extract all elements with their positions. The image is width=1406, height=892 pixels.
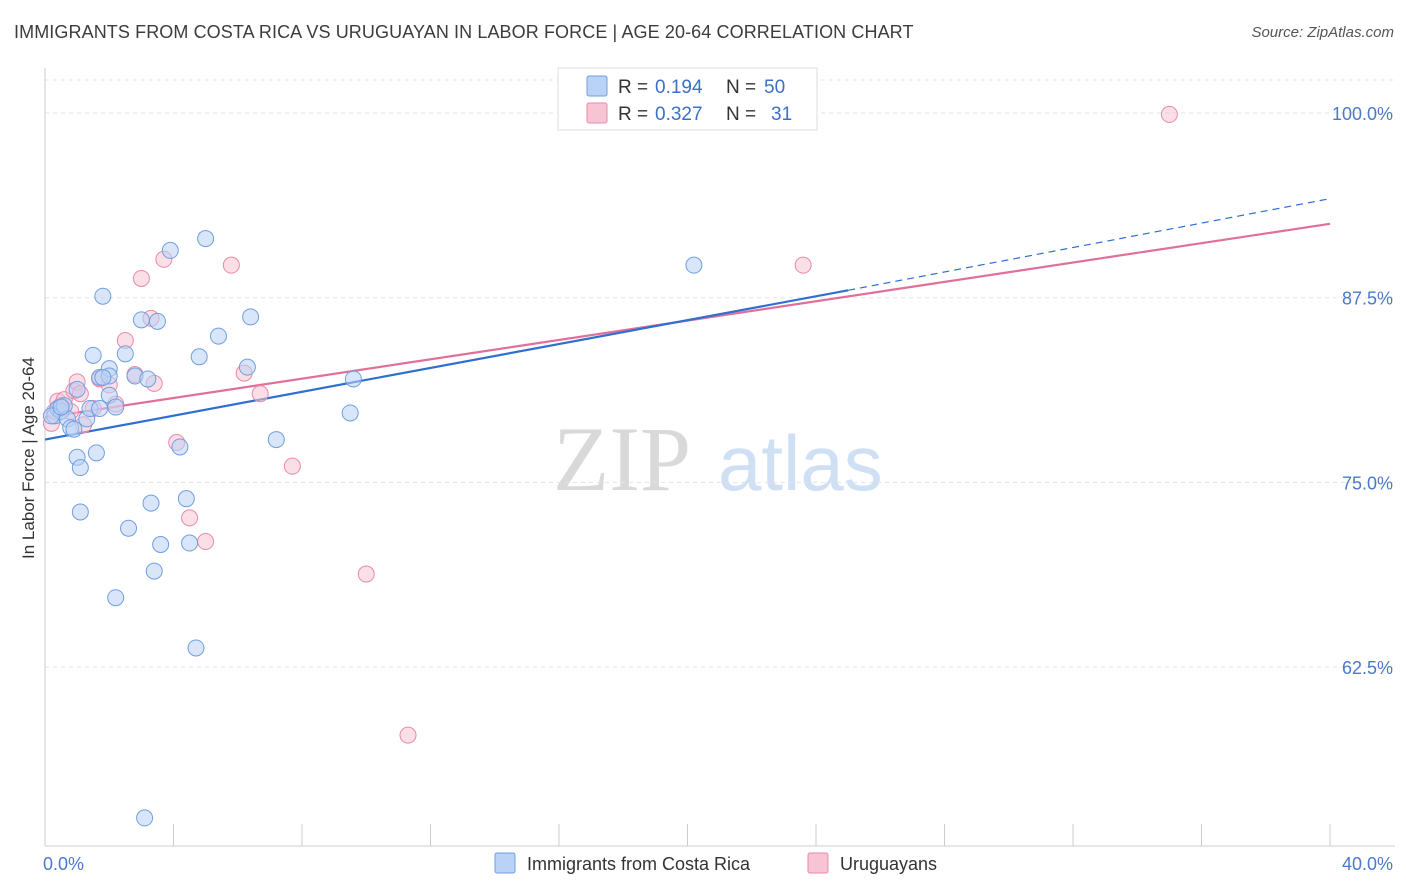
point-costa-rica [242,308,260,326]
point-costa-rica [139,370,157,388]
x-tick-label: 40.0% [1342,854,1393,874]
point-costa-rica [136,809,154,827]
point-costa-rica [341,404,359,422]
point-costa-rica [94,368,112,386]
point-costa-rica [65,420,83,438]
bottom-legend-swatch-uruguayans [807,852,829,874]
point-uruguayans [399,726,417,744]
point-uruguayans [794,256,812,274]
legend-r-label-2: R = [618,104,648,125]
legend-n-label-1: N = [726,77,756,98]
point-costa-rica [685,256,703,274]
point-costa-rica [145,562,163,580]
watermark: ZIP atlas [553,408,883,510]
axes [44,68,1395,847]
top-legend: R = 0.194 N = 50 R = 0.327 N = 31 [557,67,818,131]
x-tick-label: 0.0% [43,854,84,874]
legend-swatch-uruguayans [586,102,608,124]
point-uruguayans [132,269,150,287]
point-costa-rica [177,490,195,508]
point-costa-rica [87,444,105,462]
point-costa-rica [107,589,125,607]
point-costa-rica [142,494,160,512]
trend-lines [44,198,1331,441]
chart-title: IMMIGRANTS FROM COSTA RICA VS URUGUAYAN … [14,22,914,42]
tick-labels: 62.5% 75.0% 87.5% 100.0% 0.0% 40.0% [43,104,1393,874]
point-uruguayans [222,256,240,274]
data-points [42,105,1178,827]
bottom-legend: Immigrants from Costa Rica Uruguayans [494,852,937,874]
point-costa-rica [187,639,205,657]
point-costa-rica [120,519,138,537]
point-costa-rica [132,311,150,329]
point-costa-rica [209,327,227,345]
legend-r-value-2: 0.327 [655,104,703,125]
point-costa-rica [152,536,170,554]
bottom-legend-swatch-costa-rica [494,852,516,874]
legend-n-value-1: 50 [764,77,785,98]
point-uruguayans [251,385,269,403]
point-costa-rica [91,400,109,418]
legend-r-label-1: R = [618,77,648,98]
legend-r-value-1: 0.194 [655,77,703,98]
point-uruguayans [357,565,375,583]
y-tick-label: 100.0% [1332,104,1393,124]
trend-line-costa-rica-extension [848,198,1331,291]
point-costa-rica [161,241,179,259]
point-uruguayans [181,509,199,527]
point-costa-rica [71,503,89,521]
point-costa-rica [71,459,89,477]
point-costa-rica [171,438,189,456]
legend-swatch-costa-rica [586,75,608,97]
point-costa-rica [52,398,70,416]
watermark-zip: ZIP [553,408,691,510]
legend-n-label-2: N = [726,104,756,125]
point-costa-rica [344,370,362,388]
y-tick-label: 87.5% [1342,289,1393,309]
y-tick-label: 75.0% [1342,473,1393,493]
point-costa-rica [84,346,102,364]
bottom-legend-label-uruguayans: Uruguayans [840,854,937,874]
bottom-legend-label-costa-rica: Immigrants from Costa Rica [527,854,751,874]
legend-n-value-2: 31 [771,104,792,125]
source-credit: Source: ZipAtlas.com [1251,24,1394,41]
point-costa-rica [107,398,125,416]
point-costa-rica [116,345,134,363]
point-costa-rica [267,431,285,449]
point-costa-rica [190,348,208,366]
point-costa-rica [181,534,199,552]
point-costa-rica [238,358,256,376]
y-tick-label: 62.5% [1342,658,1393,678]
point-costa-rica [94,287,112,305]
point-uruguayans [1160,105,1178,123]
point-costa-rica [197,230,215,248]
trend-line-costa-rica [44,289,849,441]
point-costa-rica [68,380,86,398]
point-uruguayans [283,457,301,475]
watermark-atlas: atlas [718,419,883,507]
point-uruguayans [197,533,215,551]
point-costa-rica [148,312,166,330]
y-axis-title: In Labor Force | Age 20-64 [19,357,38,559]
